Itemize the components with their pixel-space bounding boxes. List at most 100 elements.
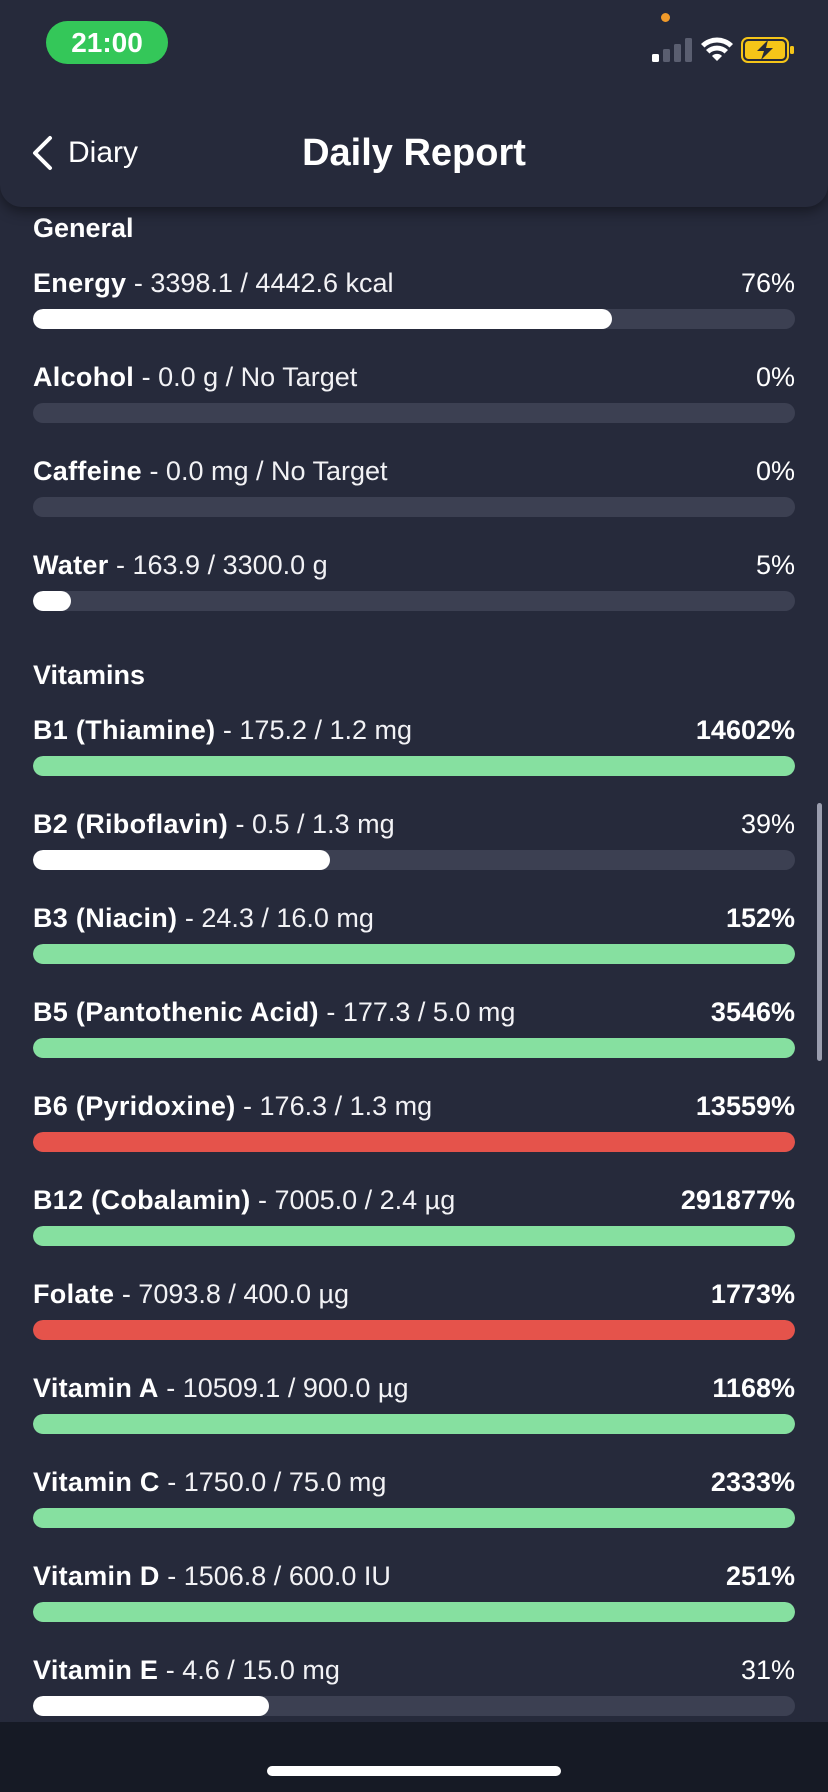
scroll-indicator[interactable] xyxy=(817,803,822,1061)
nutrient-name: B5 (Pantothenic Acid) xyxy=(33,996,319,1027)
nutrient-amount: - 1506.8 / 600.0 IU xyxy=(159,1560,391,1591)
bottom-safe-area xyxy=(0,1722,828,1792)
nutrient-label: Folate - 7093.8 / 400.0 µg xyxy=(33,1279,349,1310)
progress-bar-fill xyxy=(33,944,795,964)
header: 21:00 Diary Daily Report xyxy=(0,0,828,207)
back-button[interactable]: Diary xyxy=(30,130,138,176)
section-title-vitamins: Vitamins xyxy=(33,660,146,690)
nutrient-row-b5-pantothenic-acid[interactable]: B5 (Pantothenic Acid) - 177.3 / 5.0 mg 35… xyxy=(33,994,795,1058)
nutrient-label: Alcohol - 0.0 g / No Target xyxy=(33,362,357,393)
nutrient-row-vitamin-e[interactable]: Vitamin E - 4.6 / 15.0 mg 31% xyxy=(33,1652,795,1716)
progress-bar-track xyxy=(33,1320,795,1340)
progress-bar-track xyxy=(33,497,795,517)
cellular-signal-icon xyxy=(652,38,692,62)
nutrient-text: B5 (Pantothenic Acid) - 177.3 / 5.0 mg 35… xyxy=(33,994,795,1030)
nutrient-text: B12 (Cobalamin) - 7005.0 / 2.4 µg 291877% xyxy=(33,1182,795,1218)
home-indicator[interactable] xyxy=(267,1766,561,1776)
progress-bar-track xyxy=(33,1696,795,1716)
status-time: 21:00 xyxy=(46,21,168,64)
progress-bar-track xyxy=(33,1602,795,1622)
nutrient-row-b1-thiamine[interactable]: B1 (Thiamine) - 175.2 / 1.2 mg 14602% xyxy=(33,712,795,776)
progress-bar-fill xyxy=(33,309,613,329)
nutrient-label: B3 (Niacin) - 24.3 / 16.0 mg xyxy=(33,903,374,934)
nutrient-percent: 2333% xyxy=(710,1466,795,1497)
nutrient-name: Vitamin E xyxy=(33,1654,159,1685)
nutrient-percent: 0% xyxy=(755,361,795,392)
nutrient-name: Water xyxy=(33,549,109,580)
nutrient-amount: - 7005.0 / 2.4 µg xyxy=(250,1184,456,1215)
nutrient-name: Vitamin C xyxy=(33,1466,160,1497)
progress-bar-fill xyxy=(33,1602,795,1622)
nutrient-label: Caffeine - 0.0 mg / No Target xyxy=(33,456,388,487)
nutrient-row-water[interactable]: Water - 163.9 / 3300.0 g 5% xyxy=(33,547,795,611)
progress-bar-fill xyxy=(33,1320,795,1340)
nutrient-row-alcohol[interactable]: Alcohol - 0.0 g / No Target 0% xyxy=(33,359,795,423)
chevron-left-icon xyxy=(33,136,52,170)
progress-bar-track xyxy=(33,1226,795,1246)
progress-bar-track xyxy=(33,756,795,776)
progress-bar-fill xyxy=(33,850,331,870)
nutrient-amount: - 1750.0 / 75.0 mg xyxy=(159,1466,387,1497)
nutrient-label: Vitamin A - 10509.1 / 900.0 µg xyxy=(33,1373,408,1404)
nutrient-percent: 14602% xyxy=(695,714,795,745)
nutrient-amount: - 163.9 / 3300.0 g xyxy=(108,549,328,580)
nutrient-row-energy[interactable]: Energy - 3398.1 / 4442.6 kcal 76% xyxy=(33,265,795,329)
nutrient-percent: 31% xyxy=(740,1654,795,1685)
nutrient-amount: - 24.3 / 16.0 mg xyxy=(177,902,374,933)
nutrient-amount: - 177.3 / 5.0 mg xyxy=(318,996,516,1027)
nutrient-label: B2 (Riboflavin) - 0.5 / 1.3 mg xyxy=(33,809,395,840)
nutrient-row-vitamin-d[interactable]: Vitamin D - 1506.8 / 600.0 IU 251% xyxy=(33,1558,795,1622)
nutrient-amount: - 4.6 / 15.0 mg xyxy=(158,1654,340,1685)
progress-bar-fill xyxy=(33,1696,270,1716)
nutrient-row-b3-niacin[interactable]: B3 (Niacin) - 24.3 / 16.0 mg 152% xyxy=(33,900,795,964)
privacy-indicator-dot xyxy=(661,13,670,22)
nutrient-name: B3 (Niacin) xyxy=(33,902,178,933)
nutrient-text: Vitamin C - 1750.0 / 75.0 mg 2333% xyxy=(33,1464,795,1500)
nutrient-row-folate[interactable]: Folate - 7093.8 / 400.0 µg 1773% xyxy=(33,1276,795,1340)
progress-bar-track xyxy=(33,1414,795,1434)
nutrient-name: B12 (Cobalamin) xyxy=(33,1184,251,1215)
nutrient-amount: - 0.5 / 1.3 mg xyxy=(228,808,395,839)
nutrient-percent: 1773% xyxy=(710,1278,795,1309)
nutrient-amount: - 175.2 / 1.2 mg xyxy=(215,714,413,745)
nutrient-row-b6-pyridoxine[interactable]: B6 (Pyridoxine) - 176.3 / 1.3 mg 13559% xyxy=(33,1088,795,1152)
nutrient-name: Alcohol xyxy=(33,361,135,392)
nutrient-row-b12-cobalamin[interactable]: B12 (Cobalamin) - 7005.0 / 2.4 µg 291877% xyxy=(33,1182,795,1246)
nutrient-text: Caffeine - 0.0 mg / No Target 0% xyxy=(33,453,795,489)
back-button-label: Diary xyxy=(68,136,139,169)
nutrient-row-caffeine[interactable]: Caffeine - 0.0 mg / No Target 0% xyxy=(33,453,795,517)
nutrient-name: B6 (Pyridoxine) xyxy=(33,1090,236,1121)
nutrient-label: B12 (Cobalamin) - 7005.0 / 2.4 µg xyxy=(33,1185,455,1216)
nutrient-percent: 152% xyxy=(725,902,795,933)
nutrient-name: Vitamin A xyxy=(33,1372,159,1403)
nutrient-percent: 5% xyxy=(755,549,795,580)
nutrient-row-vitamin-c[interactable]: Vitamin C - 1750.0 / 75.0 mg 2333% xyxy=(33,1464,795,1528)
nutrient-amount: - 176.3 / 1.3 mg xyxy=(235,1090,433,1121)
nutrient-label: Energy - 3398.1 / 4442.6 kcal xyxy=(33,268,394,299)
progress-bar-fill xyxy=(33,1132,795,1152)
nutrient-text: B2 (Riboflavin) - 0.5 / 1.3 mg 39% xyxy=(33,806,795,842)
nutrient-label: Vitamin D - 1506.8 / 600.0 IU xyxy=(33,1561,391,1592)
nutrient-percent: 13559% xyxy=(695,1090,795,1121)
progress-bar-fill xyxy=(33,1038,795,1058)
progress-bar-track xyxy=(33,1132,795,1152)
progress-bar-track xyxy=(33,850,795,870)
nutrient-text: Vitamin E - 4.6 / 15.0 mg 31% xyxy=(33,1652,795,1688)
nutrient-percent: 251% xyxy=(725,1560,795,1591)
nutrient-amount: - 0.0 mg / No Target xyxy=(141,455,388,486)
progress-bar-track xyxy=(33,309,795,329)
progress-bar-track xyxy=(33,591,795,611)
nutrient-percent: 0% xyxy=(755,455,795,486)
nutrient-name: B1 (Thiamine) xyxy=(33,714,216,745)
nutrient-name: Energy xyxy=(33,267,127,298)
wifi-icon xyxy=(701,37,733,61)
page-title: Daily Report xyxy=(302,132,526,174)
nutrient-row-vitamin-a[interactable]: Vitamin A - 10509.1 / 900.0 µg 1168% xyxy=(33,1370,795,1434)
battery-charging-icon xyxy=(741,37,794,63)
nutrient-text: Water - 163.9 / 3300.0 g 5% xyxy=(33,547,795,583)
nutrient-percent: 76% xyxy=(740,267,795,298)
progress-bar-fill xyxy=(33,591,72,611)
nutrient-row-b2-riboflavin[interactable]: B2 (Riboflavin) - 0.5 / 1.3 mg 39% xyxy=(33,806,795,870)
nutrient-name: Vitamin D xyxy=(33,1560,160,1591)
nutrient-text: Vitamin A - 10509.1 / 900.0 µg 1168% xyxy=(33,1370,795,1406)
